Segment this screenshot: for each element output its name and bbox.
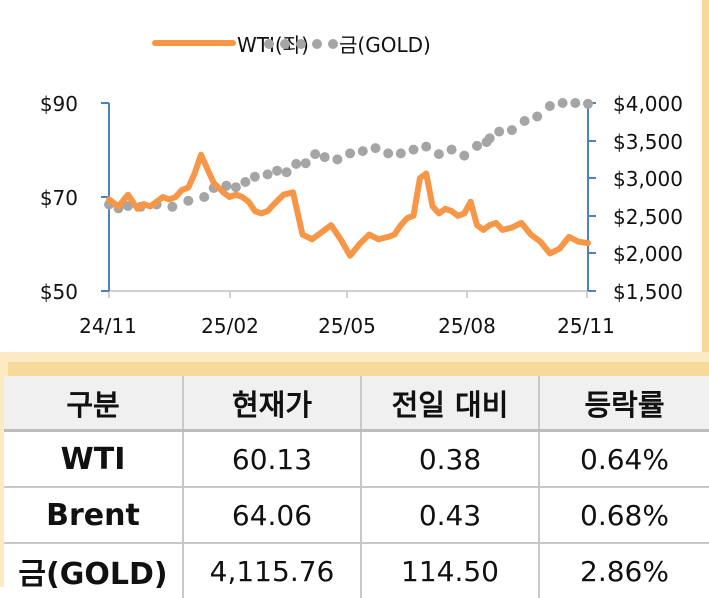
header-change-rate: 등락률 bbox=[538, 376, 709, 432]
y-axis-right-labels: $4,000 $3,500 $3,000 $2,500 $2,000 $1,50… bbox=[613, 92, 683, 304]
gold-data-point bbox=[167, 201, 178, 212]
x-tick-label: 25/05 bbox=[318, 314, 376, 338]
gold-data-point bbox=[272, 165, 283, 176]
y-left-tick-label: $50 bbox=[40, 280, 78, 304]
table-header-row: 구분 현재가 전일 대비 등락률 bbox=[4, 376, 709, 432]
row-rate: 0.68% bbox=[538, 487, 709, 544]
x-tick-label: 25/02 bbox=[201, 314, 259, 338]
chart-panel-border-right bbox=[702, 0, 709, 358]
gold-data-point bbox=[370, 143, 381, 154]
gold-data-point bbox=[240, 177, 251, 187]
gold-data-point bbox=[221, 180, 232, 191]
gold-data-point bbox=[183, 195, 194, 206]
table-top-band bbox=[8, 362, 709, 376]
gold-data-point bbox=[459, 150, 470, 161]
gold-data-point bbox=[383, 148, 394, 159]
gold-data-point bbox=[262, 169, 273, 180]
gold-data-point bbox=[583, 98, 593, 109]
header-daily-change: 전일 대비 bbox=[360, 376, 539, 432]
gold-data-point bbox=[281, 167, 292, 178]
header-current-price: 현재가 bbox=[182, 376, 361, 432]
y-right-tick-label: $4,000 bbox=[613, 92, 683, 116]
gold-data-point bbox=[357, 146, 368, 157]
price-chart: WTI(좌) 금(GOLD) 24/11 25/02 25/05 25/08 2… bbox=[40, 33, 683, 338]
row-rate: 2.86% bbox=[538, 543, 709, 598]
chart-panel bbox=[0, 0, 702, 352]
gold-data-point bbox=[433, 149, 444, 160]
row-price: 60.13 bbox=[182, 430, 361, 488]
gold-data-point bbox=[249, 171, 260, 182]
table-row: WTI 60.13 0.38 0.64% bbox=[4, 430, 709, 488]
row-price: 64.06 bbox=[182, 487, 361, 544]
gold-data-point bbox=[570, 98, 581, 108]
gold-data-point bbox=[494, 126, 505, 137]
gold-data-point bbox=[446, 144, 457, 155]
gold-data-point bbox=[319, 152, 330, 163]
legend-gold-swatch-icon bbox=[264, 39, 338, 49]
y-right-tick-label: $3,000 bbox=[613, 167, 683, 191]
y-axis-left-labels: $90 $70 $50 bbox=[40, 92, 78, 304]
gold-data-point bbox=[532, 111, 543, 122]
row-price: 4,115.76 bbox=[182, 543, 361, 598]
y-right-tick-label: $2,000 bbox=[613, 242, 683, 266]
chart-panel-border-bottom bbox=[0, 352, 709, 358]
gold-data-point bbox=[310, 149, 321, 160]
gold-data-point bbox=[421, 141, 432, 152]
table-row: 금(GOLD) 4,115.76 114.50 2.86% bbox=[4, 543, 709, 598]
x-axis-labels: 24/11 25/02 25/05 25/08 25/11 bbox=[79, 314, 615, 338]
gold-data-point bbox=[199, 192, 210, 202]
x-tick-label: 25/11 bbox=[557, 314, 615, 338]
x-tick-label: 24/11 bbox=[79, 314, 137, 338]
chart-legend: WTI(좌) 금(GOLD) bbox=[152, 33, 431, 57]
gold-data-point bbox=[230, 182, 241, 193]
gold-data-point bbox=[395, 148, 406, 159]
table-row: Brent 64.06 0.43 0.68% bbox=[4, 487, 709, 544]
row-name: WTI bbox=[4, 430, 183, 488]
gold-data-point bbox=[472, 140, 482, 151]
y-axis-right bbox=[587, 102, 596, 292]
row-name: Brent bbox=[4, 487, 183, 544]
gold-data-point bbox=[291, 158, 302, 169]
row-change: 0.43 bbox=[360, 487, 539, 544]
gold-data-point bbox=[506, 125, 517, 136]
gold-data-point bbox=[557, 98, 568, 108]
gold-data-point bbox=[544, 101, 555, 111]
x-axis-ticks bbox=[108, 291, 588, 298]
row-change: 0.38 bbox=[360, 430, 539, 488]
y-right-tick-label: $1,500 bbox=[613, 280, 683, 304]
x-tick-label: 25/08 bbox=[438, 314, 496, 338]
gold-data-point bbox=[519, 116, 530, 126]
row-change: 114.50 bbox=[360, 543, 539, 598]
row-name: 금(GOLD) bbox=[4, 543, 183, 598]
gold-data-point bbox=[300, 158, 311, 169]
header-category: 구분 bbox=[4, 376, 183, 432]
y-left-tick-label: $70 bbox=[40, 186, 78, 210]
wti-series-line bbox=[106, 151, 591, 259]
gold-data-point bbox=[345, 148, 356, 159]
legend-gold-label: 금(GOLD) bbox=[339, 33, 431, 57]
gold-data-point bbox=[484, 133, 495, 144]
y-right-tick-label: $2,500 bbox=[613, 205, 683, 229]
gold-data-point bbox=[332, 154, 343, 165]
y-left-tick-label: $90 bbox=[40, 92, 78, 116]
y-right-tick-label: $3,500 bbox=[613, 130, 683, 154]
quote-table: 구분 현재가 전일 대비 등락률 WTI 60.13 0.38 0.64% Br… bbox=[4, 376, 709, 598]
gold-data-point bbox=[408, 144, 419, 155]
row-rate: 0.64% bbox=[538, 430, 709, 488]
